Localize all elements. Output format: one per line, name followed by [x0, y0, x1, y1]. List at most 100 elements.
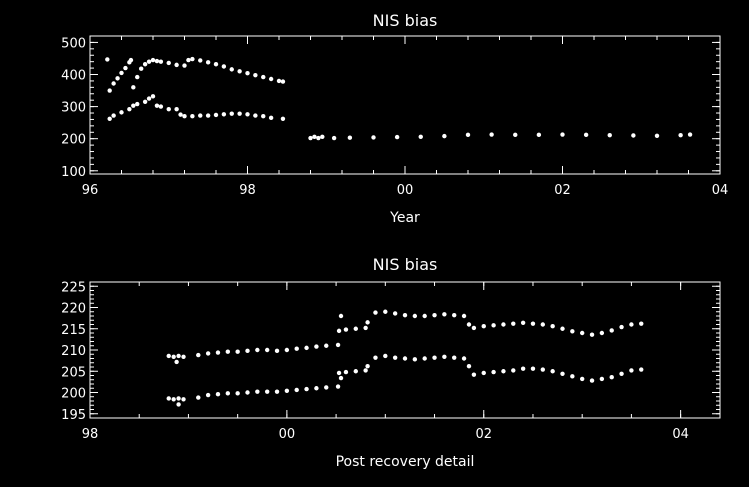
data-point	[237, 111, 242, 116]
x-tick-label: 96	[82, 183, 99, 198]
data-point	[422, 313, 427, 319]
data-point	[589, 332, 595, 337]
data-point	[198, 58, 203, 63]
data-point	[154, 58, 160, 64]
data-point	[324, 385, 329, 390]
data-point	[320, 134, 325, 139]
data-point	[336, 328, 342, 334]
data-point	[373, 310, 378, 315]
x-tick-label: 02	[475, 427, 492, 442]
data-point	[442, 312, 447, 317]
data-point	[294, 346, 299, 351]
data-point	[336, 370, 342, 376]
data-point	[237, 69, 242, 74]
data-point	[501, 322, 506, 327]
data-point	[111, 81, 116, 86]
top-x-axis-label: Year	[389, 210, 420, 226]
data-point	[264, 347, 270, 353]
data-point	[284, 388, 290, 393]
data-point	[520, 320, 526, 325]
data-point	[343, 369, 349, 375]
data-point	[609, 328, 614, 333]
data-point	[255, 389, 260, 394]
data-point	[205, 113, 211, 118]
data-point	[158, 104, 164, 109]
data-point	[314, 386, 319, 391]
data-point	[280, 79, 286, 84]
data-point	[150, 94, 156, 99]
y-tick-label: 200	[61, 387, 86, 402]
data-point	[276, 78, 282, 84]
data-point	[166, 396, 171, 401]
x-tick-label: 00	[397, 183, 414, 198]
data-point	[402, 356, 408, 361]
data-point	[111, 113, 116, 118]
data-point	[268, 76, 274, 82]
data-point	[229, 67, 234, 72]
data-point	[235, 391, 240, 396]
data-point	[171, 397, 176, 402]
data-point	[181, 397, 186, 402]
data-point	[115, 76, 120, 81]
data-point	[261, 114, 266, 119]
data-point	[607, 132, 612, 138]
data-point	[452, 355, 457, 360]
data-point	[135, 74, 140, 80]
data-point	[176, 353, 181, 359]
data-point	[294, 387, 299, 393]
y-tick-label: 300	[61, 101, 86, 116]
data-point	[314, 344, 319, 349]
data-point	[343, 327, 349, 332]
data-point	[119, 70, 124, 76]
y-tick-label: 200	[61, 133, 86, 148]
y-tick-label: 220	[61, 302, 86, 317]
data-point	[353, 369, 358, 374]
top-panel: NIS bias 96 98 00 02 04 100 200 300 400 500 Year	[61, 11, 728, 226]
data-point	[335, 342, 341, 348]
data-point	[205, 392, 211, 398]
bottom-panel: NIS bias 98 00 02 04 195 200 205 210 215 220 225 P…	[61, 255, 721, 470]
data-point	[513, 132, 518, 138]
data-point	[461, 313, 467, 319]
data-point	[205, 351, 211, 356]
data-point	[255, 347, 260, 353]
data-point	[550, 324, 555, 329]
x-tick-label: 04	[712, 183, 729, 198]
data-point	[536, 132, 542, 138]
data-point	[331, 135, 337, 141]
data-point	[491, 323, 496, 328]
data-point	[619, 324, 624, 330]
data-point	[639, 321, 644, 326]
data-point	[176, 402, 181, 407]
data-point	[119, 110, 124, 115]
data-point	[579, 376, 585, 382]
data-point	[452, 312, 457, 318]
data-point	[284, 347, 290, 353]
data-point	[530, 321, 536, 326]
data-point	[123, 65, 128, 71]
bottom-x-axis-label: Post recovery detail	[336, 454, 475, 470]
data-point	[213, 62, 219, 67]
data-point	[481, 324, 486, 329]
data-point	[190, 114, 195, 119]
data-point	[383, 309, 388, 314]
data-point	[274, 389, 280, 394]
data-point	[599, 330, 605, 336]
data-point	[570, 329, 575, 334]
data-point	[225, 349, 231, 354]
y-tick-label: 225	[61, 280, 86, 295]
data-point	[465, 132, 471, 138]
data-point	[589, 378, 595, 383]
data-point	[198, 113, 203, 118]
data-point	[107, 116, 112, 122]
data-point	[128, 57, 134, 63]
data-point	[471, 372, 477, 377]
data-point	[466, 322, 472, 327]
data-point	[347, 135, 353, 140]
data-point	[150, 57, 156, 63]
data-point	[171, 354, 176, 359]
data-point	[166, 353, 171, 359]
data-point	[131, 103, 136, 108]
data-point	[631, 133, 636, 138]
